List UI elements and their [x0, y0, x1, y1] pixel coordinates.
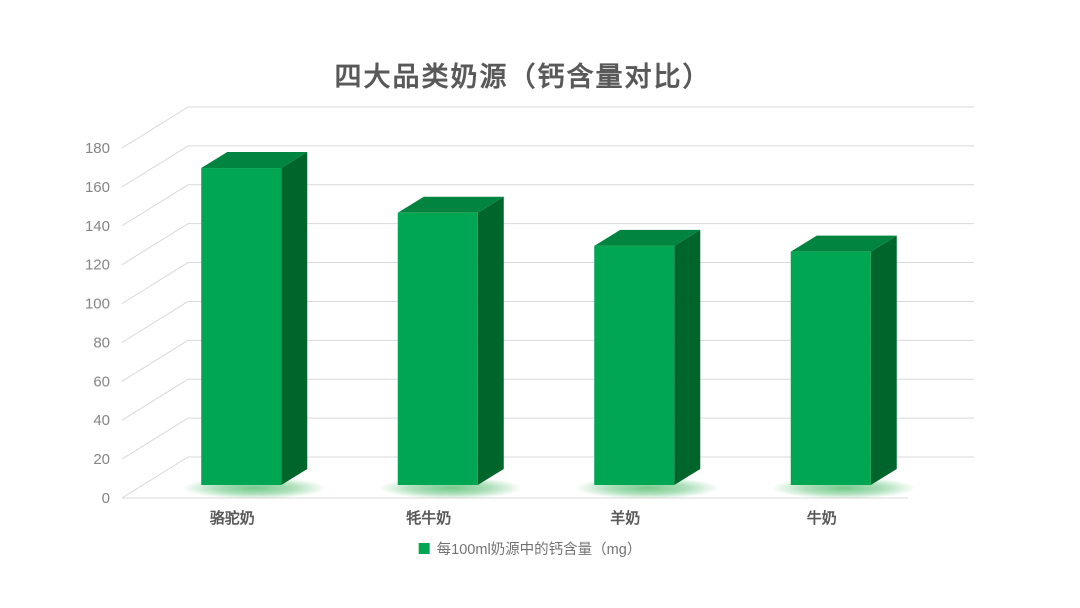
bar-top-face[interactable] [201, 152, 308, 169]
y-tick-label: 100 [85, 296, 110, 313]
bar-side-face[interactable] [281, 152, 308, 486]
gridline-diagonal [121, 378, 189, 421]
gridline-diagonal [121, 223, 189, 266]
x-category-label: 牛奶 [807, 509, 837, 527]
y-tick-label: 180 [85, 140, 110, 157]
bar-side-face[interactable] [870, 235, 897, 485]
y-tick-label: 20 [93, 451, 110, 468]
bar[interactable] [790, 251, 871, 485]
chart-title[interactable]: 四大品类奶源（钙含量对比） [334, 62, 712, 92]
y-tick-label: 60 [93, 373, 110, 390]
gridline-diagonal [121, 301, 189, 343]
legend[interactable]: 每100ml奶源中的钙含量（mg） [418, 538, 642, 559]
bar[interactable] [594, 245, 675, 485]
y-tick-label: 0 [102, 490, 110, 507]
bar[interactable] [397, 212, 478, 485]
gridline-diagonal [121, 417, 189, 460]
bar-top-face[interactable] [397, 196, 504, 213]
bar-top-face[interactable] [790, 235, 897, 252]
gridline-diagonal [121, 262, 189, 304]
y-tick-label: 160 [85, 179, 110, 196]
legend-label: 每100ml奶源中的钙含量（mg） [436, 542, 642, 558]
gridline-diagonal [121, 456, 189, 499]
gridline-diagonal [121, 145, 189, 188]
bar[interactable] [201, 168, 282, 486]
y-tick-label: 120 [85, 257, 110, 274]
legend-swatch-icon [418, 543, 430, 554]
bar-top-face[interactable] [594, 229, 701, 246]
x-category-label: 羊奶 [610, 509, 640, 527]
gridline-diagonal [121, 339, 189, 382]
bar-side-face[interactable] [477, 196, 504, 485]
y-tick-label: 40 [93, 412, 110, 429]
gridline-diagonal [121, 106, 189, 149]
bar-side-face[interactable] [674, 229, 701, 485]
x-category-label: 骆驼奶 [210, 509, 255, 527]
y-tick-label: 140 [85, 218, 110, 235]
gridline-diagonal [121, 184, 189, 227]
x-category-label: 牦牛奶 [406, 509, 451, 527]
y-tick-label: 80 [93, 334, 110, 351]
